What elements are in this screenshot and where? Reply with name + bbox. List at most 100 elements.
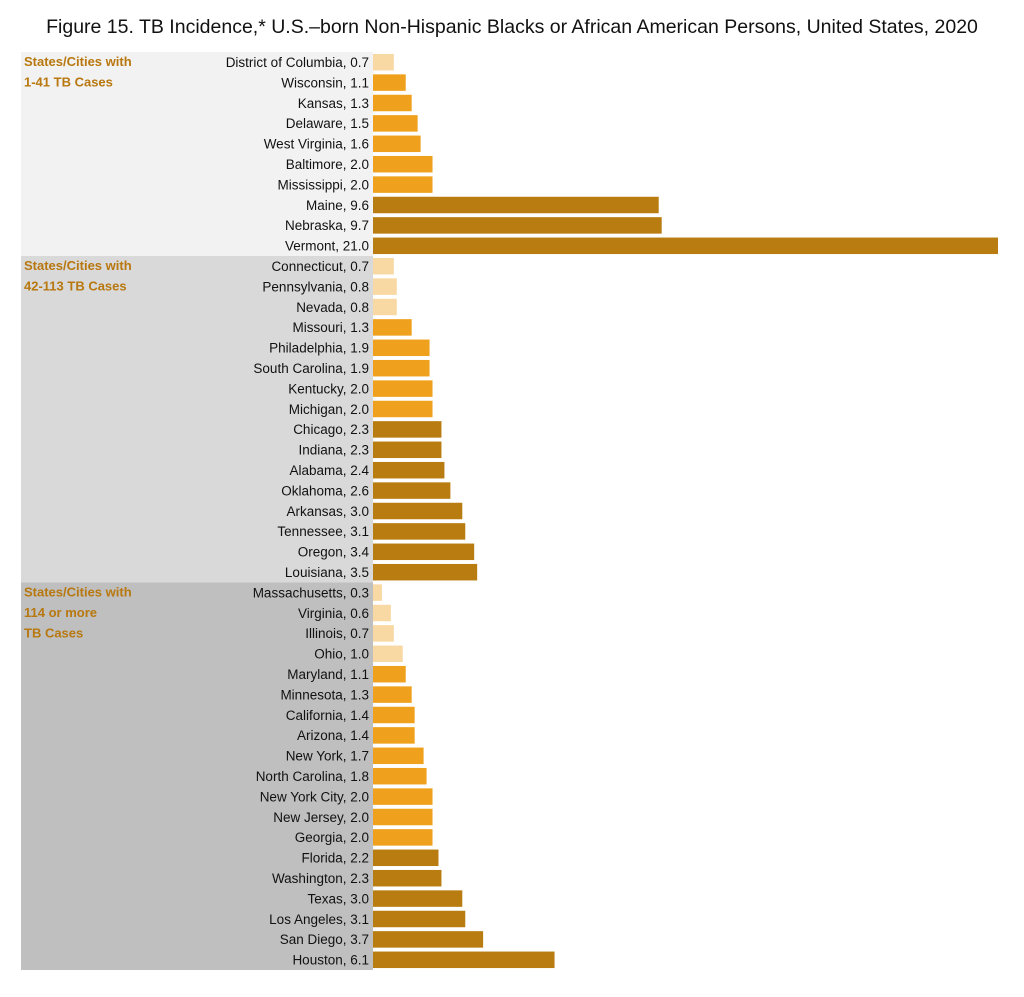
bar-label: North Carolina, 1.8 (256, 769, 369, 784)
bar-arkansas (373, 502, 463, 520)
bar-baltimore (373, 155, 433, 173)
group-label: States/Cities with (24, 584, 132, 599)
group-label: States/Cities with (24, 54, 132, 69)
bar-label: Indiana, 2.3 (298, 443, 369, 458)
bar-label: Louisiana, 3.5 (285, 565, 369, 580)
bar-mississippi (373, 176, 433, 193)
bar-label: Baltimore, 2.0 (286, 157, 369, 172)
group-label: 1-41 TB Cases (24, 75, 113, 90)
bar-label: Maine, 9.6 (306, 198, 369, 213)
bar-label: New York, 1.7 (286, 749, 369, 764)
bar-oklahoma (373, 482, 451, 499)
bar-nebraska (373, 217, 662, 234)
bar-label: Maryland, 1.1 (287, 667, 369, 682)
group-label: States/Cities with (24, 258, 132, 273)
bar-louisiana (373, 563, 478, 581)
bar-wisconsin (373, 74, 406, 91)
bar-maine (373, 196, 659, 214)
bar-label: Florida, 2.2 (301, 851, 369, 866)
bar-label: Pennsylvania, 0.8 (262, 279, 369, 294)
bar-minnesota (373, 686, 412, 703)
bar-label: Ohio, 1.0 (314, 647, 369, 662)
bar-label: Los Angeles, 3.1 (269, 912, 369, 927)
group-label: 114 or more (24, 605, 97, 620)
bar-label: New York City, 2.0 (260, 789, 369, 804)
bar-arizona (373, 727, 415, 744)
bar-philadelphia (373, 339, 430, 357)
bar-label: South Carolina, 1.9 (253, 361, 369, 376)
bar-district-of-columbia (373, 53, 394, 71)
bar-label: Massachusetts, 0.3 (253, 585, 369, 600)
bar-houston (373, 951, 555, 969)
bar-massachusetts (373, 584, 382, 601)
bar-label: Virginia, 0.6 (298, 606, 369, 621)
bar-label: Tennessee, 3.1 (277, 524, 369, 539)
bar-label: Arkansas, 3.0 (286, 504, 369, 519)
bar-label: California, 1.4 (286, 708, 370, 723)
bar-los-angeles (373, 910, 466, 928)
bar-georgia (373, 829, 433, 846)
group-label: TB Cases (24, 625, 83, 640)
bar-label: Connecticut, 0.7 (271, 259, 369, 274)
bar-label: Wisconsin, 1.1 (281, 75, 369, 90)
bar-label: West Virginia, 1.6 (264, 137, 369, 152)
bar-pennsylvania (373, 278, 397, 295)
bar-missouri (373, 319, 412, 336)
bar-oregon (373, 543, 475, 561)
bar-michigan (373, 400, 433, 418)
bar-chicago (373, 421, 442, 438)
bar-label: Chicago, 2.3 (293, 422, 369, 437)
bar-delaware (373, 115, 418, 132)
bar-indiana (373, 441, 442, 459)
bar-virginia (373, 604, 391, 622)
bar-label: Minnesota, 1.3 (280, 687, 369, 702)
bar-nevada (373, 298, 397, 316)
bar-alabama (373, 461, 445, 479)
bar-label: Oklahoma, 2.6 (281, 483, 369, 498)
group-label: 42-113 TB Cases (24, 279, 127, 294)
bar-label: Houston, 6.1 (292, 953, 369, 968)
bar-north-carolina (373, 767, 427, 785)
bar-label: Michigan, 2.0 (289, 402, 369, 417)
bar-texas (373, 890, 463, 907)
bar-tennessee (373, 523, 466, 540)
bar-label: Nebraska, 9.7 (285, 218, 369, 233)
bar-label: Georgia, 2.0 (295, 830, 369, 845)
bar-san-diego (373, 931, 484, 948)
bar-label: Alabama, 2.4 (289, 463, 369, 478)
bar-california (373, 706, 415, 724)
bar-new-york-city (373, 788, 433, 805)
group-panel (21, 256, 373, 583)
bar-label: District of Columbia, 0.7 (226, 55, 369, 70)
bar-maryland (373, 665, 406, 683)
bar-new-jersey (373, 808, 433, 826)
bar-label: Oregon, 3.4 (298, 545, 370, 560)
bar-kentucky (373, 380, 433, 397)
bar-west-virginia (373, 135, 421, 153)
bar-kansas (373, 94, 412, 112)
bar-south-carolina (373, 359, 430, 377)
bar-label: New Jersey, 2.0 (273, 810, 369, 825)
bar-label: Kansas, 1.3 (298, 96, 369, 111)
bar-label: Nevada, 0.8 (296, 300, 369, 315)
bar-label: Illinois, 0.7 (305, 626, 369, 641)
group-panel (21, 582, 373, 970)
bar-label: Delaware, 1.5 (286, 116, 369, 131)
chart-title: Figure 15. TB Incidence,* U.S.–born Non-… (46, 16, 978, 38)
bar-label: Missouri, 1.3 (292, 320, 369, 335)
bar-illinois (373, 625, 394, 642)
bar-ohio (373, 645, 403, 663)
bar-label: Mississippi, 2.0 (277, 177, 369, 192)
bar-florida (373, 849, 439, 867)
bar-label: Philadelphia, 1.9 (269, 341, 369, 356)
bar-new-york (373, 747, 424, 765)
bar-vermont (373, 237, 998, 255)
bar-label: Vermont, 21.0 (285, 239, 369, 254)
bar-washington (373, 869, 442, 887)
bar-label: Texas, 3.0 (307, 891, 369, 906)
bar-label: San Diego, 3.7 (280, 932, 369, 947)
bar-label: Washington, 2.3 (272, 871, 369, 886)
group-panel (21, 52, 373, 256)
bar-label: Arizona, 1.4 (297, 728, 370, 743)
